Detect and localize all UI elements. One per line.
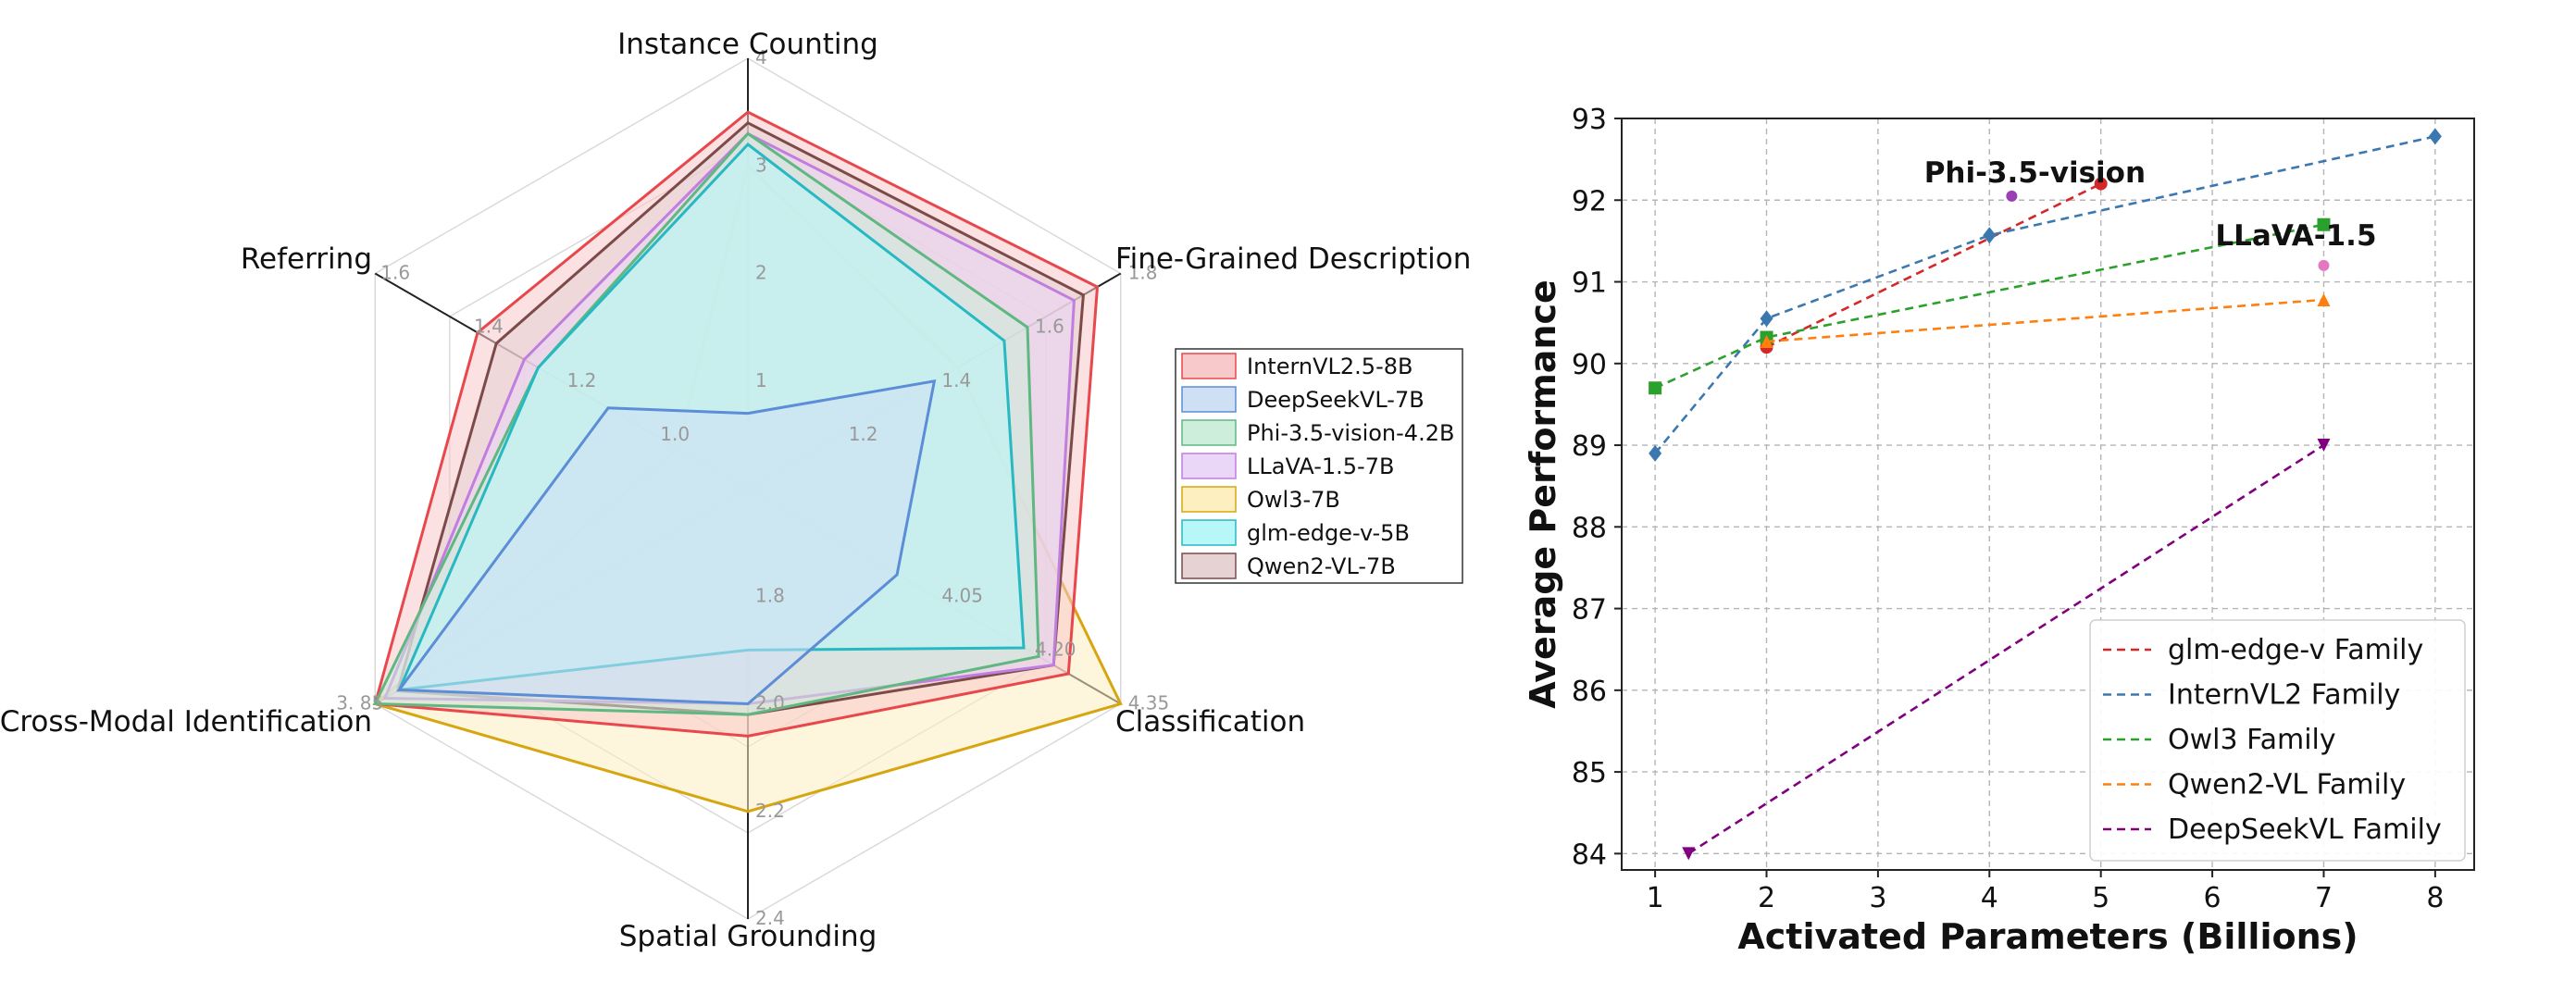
series-point-owl3-family bbox=[1649, 381, 1662, 395]
radar-axis-label-classification: Classification bbox=[1115, 705, 1305, 739]
line-legend-label: InternVL2 Family bbox=[2168, 679, 2400, 712]
radar-tick-label: 1.8 bbox=[755, 584, 785, 606]
y-axis-label: Average Performance bbox=[1523, 279, 1563, 709]
radar-axis-label-cross-modal-identification: Cross-Modal Identification bbox=[0, 705, 372, 739]
y-tick-label: 92 bbox=[1572, 185, 1607, 217]
y-tick-label: 87 bbox=[1572, 594, 1607, 627]
x-tick-label: 2 bbox=[1758, 882, 1775, 914]
series-point-internvl2-family bbox=[1760, 310, 1773, 328]
radar-tick-label: 1.0 bbox=[660, 423, 690, 445]
radar-axis-label-instance-counting: Instance Counting bbox=[617, 28, 878, 61]
y-tick-label: 91 bbox=[1572, 267, 1607, 300]
y-tick-label: 84 bbox=[1572, 838, 1607, 871]
y-tick-label: 88 bbox=[1572, 512, 1607, 544]
y-tick-label: 86 bbox=[1572, 676, 1607, 708]
series-point-owl3-family bbox=[2317, 217, 2331, 231]
series-point-qwen2-vl-family bbox=[2317, 292, 2331, 306]
radar-legend-label: glm-edge-v-5B bbox=[1247, 520, 1410, 546]
x-tick-label: 7 bbox=[2315, 882, 2333, 914]
radar-tick-label: 1.8 bbox=[1128, 262, 1158, 284]
radar-chart: 1 2 3 4 1.2 1.4 1.6 1.8 4.05 4.20 4.35 1.8 2.0 2.2 2.4… bbox=[0, 28, 1471, 953]
series-point-glm-edge-v-family bbox=[2094, 177, 2108, 191]
radar-legend-swatch-qwen2-vl-7b bbox=[1181, 553, 1237, 579]
radar-tick-label: 1.2 bbox=[567, 369, 597, 391]
y-tick-label: 90 bbox=[1572, 349, 1607, 381]
radar-axis-label-fine-grained-description: Fine-Grained Description bbox=[1115, 242, 1471, 276]
series-point-deepseekvl-family bbox=[1682, 847, 1696, 861]
radar-tick-label: 3. 85 bbox=[336, 692, 383, 714]
x-tick-label: 4 bbox=[1981, 882, 1998, 914]
radar-tick-label: 2.0 bbox=[755, 692, 785, 714]
y-tick-label: 89 bbox=[1572, 430, 1607, 463]
series-line-internvl2-family bbox=[1654, 135, 2436, 454]
plot-frame bbox=[1621, 118, 2475, 871]
radar-series-deepseekvl-7b bbox=[396, 379, 937, 706]
model-point-phi-3-5-vision bbox=[2006, 190, 2018, 202]
series-point-internvl2-family bbox=[1983, 227, 1997, 244]
series-line-qwen2-vl-family bbox=[1766, 298, 2324, 343]
radar-tick-label: 4.20 bbox=[1035, 638, 1076, 660]
radar-tick-label: 4 bbox=[755, 46, 767, 68]
radar-tick-label: 1.4 bbox=[474, 316, 504, 338]
series-point-deepseekvl-family bbox=[2317, 439, 2331, 453]
model-point-llava-1-5 bbox=[2318, 259, 2330, 271]
radar-tick-label: 2.2 bbox=[755, 800, 785, 822]
radar-legend-label: Owl3-7B bbox=[1247, 487, 1340, 513]
model-label-phi-3-5-vision: Phi-3.5-vision bbox=[1924, 156, 2146, 190]
series-point-internvl2-family bbox=[2428, 128, 2442, 145]
radar-tick-label: 2 bbox=[755, 262, 767, 284]
x-tick-label: 6 bbox=[2204, 882, 2221, 914]
radar-legend-label: DeepSeekVL-7B bbox=[1247, 387, 1425, 413]
model-label-llava-1-5: LLaVA-1.5 bbox=[2215, 219, 2376, 253]
radar-tick-label: 4.05 bbox=[941, 584, 983, 606]
radar-legend-label: LLaVA-1.5-7B bbox=[1247, 453, 1394, 479]
radar-legend-swatch-deepseekvl-7b bbox=[1181, 386, 1237, 413]
radar-tick-label: 3 bbox=[755, 154, 767, 176]
radar-axis-label-referring: Referring bbox=[241, 242, 372, 276]
radar-legend-swatch-phi-3-5-vision-4-2b bbox=[1181, 419, 1237, 446]
series-point-internvl2-family bbox=[1649, 444, 1662, 462]
radar-tick-label: 2.4 bbox=[755, 907, 785, 929]
x-tick-label: 8 bbox=[2426, 882, 2444, 914]
x-tick-label: 3 bbox=[1869, 882, 1886, 914]
radar-legend-label: Phi-3.5-vision-4.2B bbox=[1247, 420, 1454, 446]
radar-legend-swatch-glm-edge-v-5b bbox=[1181, 519, 1237, 546]
radar-legend-swatch-owl3-7b bbox=[1181, 486, 1237, 513]
y-tick-label: 85 bbox=[1572, 757, 1607, 789]
line-chart: 1 2 3 4 5 6 7 8 84 85 86 87 88 89 90 91 92 93 Activated Pa… bbox=[1523, 104, 2475, 957]
radar-legend: InternVL2.5-8B DeepSeekVL-7B Phi-3.5-visio… bbox=[1175, 348, 1463, 584]
radar-legend-swatch-internvl2-5-8b bbox=[1181, 353, 1237, 379]
series-line-owl3-family bbox=[1654, 223, 2324, 390]
radar-tick-label: 1.2 bbox=[849, 423, 878, 445]
radar-legend-label: InternVL2.5-8B bbox=[1247, 354, 1412, 379]
line-legend-label: DeepSeekVL Family bbox=[2168, 813, 2442, 846]
radar-tick-label: 1.4 bbox=[941, 369, 971, 391]
radar-tick-label: 1.6 bbox=[1035, 316, 1064, 338]
x-axis-label: Activated Parameters (Billions) bbox=[1737, 916, 2358, 957]
radar-tick-label: 4.35 bbox=[1128, 692, 1170, 714]
radar-legend-label: Qwen2-VL-7B bbox=[1247, 553, 1396, 579]
line-legend-label: Qwen2-VL Family bbox=[2168, 769, 2406, 801]
line-legend-label: Owl3 Family bbox=[2168, 724, 2336, 756]
radar-legend-swatch-llava-1-5-7b bbox=[1181, 453, 1237, 479]
radar-axis-label-spatial-grounding: Spatial Grounding bbox=[619, 920, 877, 953]
line-legend-label: glm-edge-v Family bbox=[2168, 634, 2423, 666]
series-line-deepseekvl-family bbox=[1687, 443, 2325, 855]
x-tick-label: 5 bbox=[2092, 882, 2109, 914]
x-tick-label: 1 bbox=[1647, 882, 1664, 914]
series-point-qwen2-vl-family bbox=[1760, 334, 1773, 348]
line-legend-frame bbox=[2089, 619, 2466, 862]
series-line-glm-edge-v-family bbox=[1765, 182, 2102, 349]
y-tick-label: 93 bbox=[1572, 104, 1607, 136]
radar-tick-label: 1.6 bbox=[380, 262, 410, 284]
radar-tick-label: 1 bbox=[755, 369, 767, 391]
